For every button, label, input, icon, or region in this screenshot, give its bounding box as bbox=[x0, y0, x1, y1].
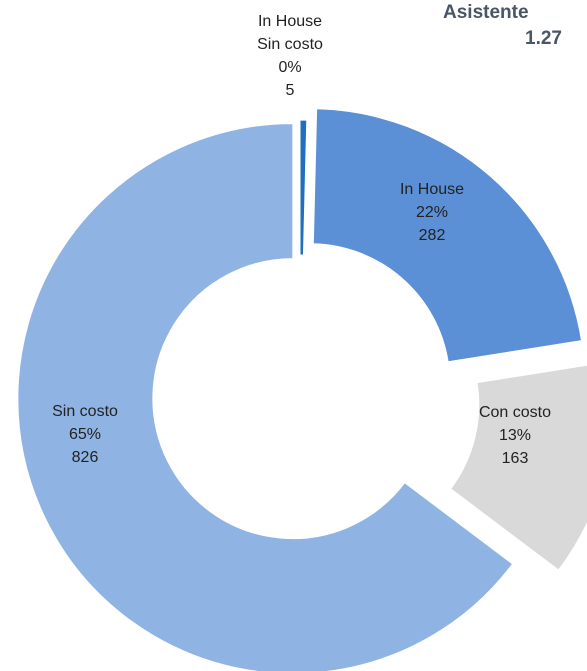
slice bbox=[17, 123, 514, 671]
label-percent: 13% bbox=[498, 427, 532, 444]
label-category: Sin costo bbox=[52, 403, 118, 420]
label-value: 5 bbox=[285, 82, 295, 96]
data-label: In House Sin costo 0% 5 bbox=[247, 10, 333, 96]
slice bbox=[312, 108, 583, 363]
label-value: 282 bbox=[418, 227, 446, 244]
slice bbox=[299, 119, 308, 256]
label-percent: 65% bbox=[68, 426, 102, 443]
label-category: Con costo bbox=[478, 404, 552, 421]
slice bbox=[449, 364, 587, 571]
label-category: In House bbox=[399, 181, 465, 198]
chart-title: Asistente bbox=[443, 2, 529, 23]
label-percent: 22% bbox=[415, 204, 449, 221]
label-percent: 0% bbox=[278, 59, 302, 76]
data-label: Con costo 13% 163 bbox=[470, 401, 560, 470]
data-label: Sin costo 65% 826 bbox=[40, 400, 130, 469]
label-value: 163 bbox=[501, 450, 529, 467]
label-category: In House Sin costo bbox=[257, 13, 323, 53]
chart-title: 1.27 bbox=[525, 28, 562, 49]
data-label: In House 22% 282 bbox=[387, 178, 477, 247]
label-value: 826 bbox=[71, 449, 99, 466]
